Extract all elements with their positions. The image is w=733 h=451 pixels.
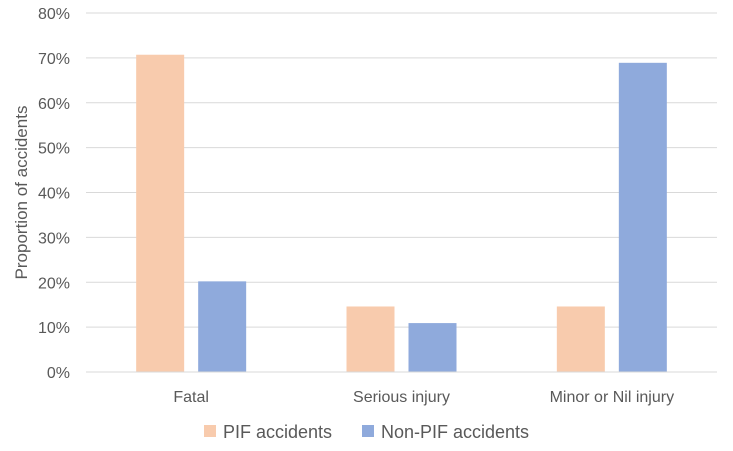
legend-swatch (362, 425, 374, 437)
y-tick-label: 50% (38, 141, 70, 158)
y-tick-label: 0% (47, 365, 70, 382)
y-axis-ticks: 0% 10% 20% 30% 40% 50% 60% 70% 80% (38, 6, 70, 382)
y-tick-label: 60% (38, 96, 70, 113)
y-tick-label: 30% (38, 230, 70, 247)
bar-non-pif-2 (618, 62, 667, 372)
x-category-label: Serious injury (353, 389, 450, 406)
y-tick-label: 80% (38, 6, 70, 23)
legend-swatch (204, 425, 216, 437)
bar-non-pif-0 (198, 281, 247, 372)
y-axis-label: Proportion of accidents (12, 106, 31, 280)
y-tick-label: 20% (38, 275, 70, 292)
legend-label: PIF accidents (223, 422, 332, 442)
bars (136, 54, 667, 372)
bar-pif-2 (556, 306, 605, 372)
y-tick-label: 40% (38, 186, 70, 203)
x-axis-categories: Fatal Serious injury Minor or Nil injury (173, 389, 674, 406)
legend: PIF accidents Non-PIF accidents (204, 422, 529, 442)
gridlines (86, 12, 717, 328)
y-tick-label: 10% (38, 320, 70, 337)
y-tick-label: 70% (38, 51, 70, 68)
bar-pif-0 (136, 54, 185, 372)
bar-pif-1 (346, 306, 395, 372)
x-category-label: Minor or Nil injury (550, 389, 674, 406)
legend-label: Non-PIF accidents (381, 422, 529, 442)
bar-non-pif-1 (408, 323, 457, 372)
x-category-label: Fatal (173, 389, 209, 406)
